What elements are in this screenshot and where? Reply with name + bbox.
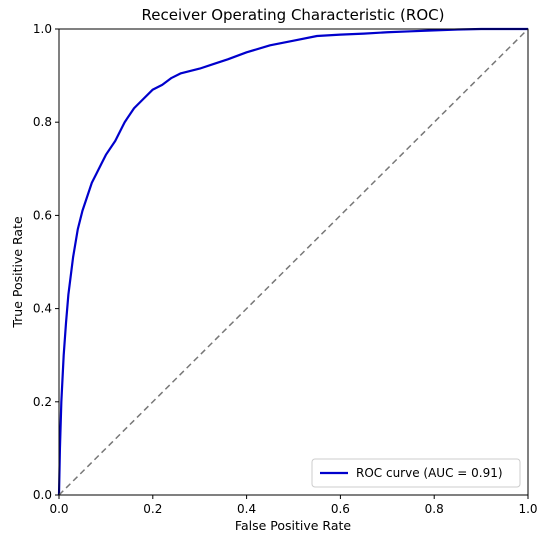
y-tick-label: 0.0 bbox=[33, 488, 52, 502]
y-tick-label: 0.4 bbox=[33, 302, 52, 316]
x-tick-label: 0.2 bbox=[143, 502, 162, 516]
x-axis-label: False Positive Rate bbox=[235, 518, 351, 533]
x-tick-label: 0.8 bbox=[425, 502, 444, 516]
y-tick-label: 0.2 bbox=[33, 395, 52, 409]
legend-label-roc: ROC curve (AUC = 0.91) bbox=[356, 466, 503, 480]
legend-box bbox=[311, 458, 521, 488]
y-tick-label: 0.6 bbox=[33, 208, 52, 222]
x-tick-label: 0.4 bbox=[237, 502, 256, 516]
diagonal-reference-line bbox=[58, 28, 529, 496]
plot-frame bbox=[58, 28, 529, 496]
y-axis-label: True Positive Rate bbox=[10, 216, 25, 329]
y-tick-label: 0.8 bbox=[33, 115, 52, 129]
x-tick-label: 0.6 bbox=[331, 502, 350, 516]
x-tick-label: 0.0 bbox=[49, 502, 68, 516]
plot-area: 0.0 0.2 0.4 0.6 0.8 1.0 0.0 0.2 0.4 0.6 0.8 1.0 ROC … bbox=[33, 22, 538, 516]
roc-curve-line bbox=[57, 27, 528, 496]
chart-title: Receiver Operating Characteristic (ROC) bbox=[142, 6, 445, 24]
x-tick-label: 1.0 bbox=[518, 502, 537, 516]
y-tick-label: 1.0 bbox=[33, 22, 52, 36]
